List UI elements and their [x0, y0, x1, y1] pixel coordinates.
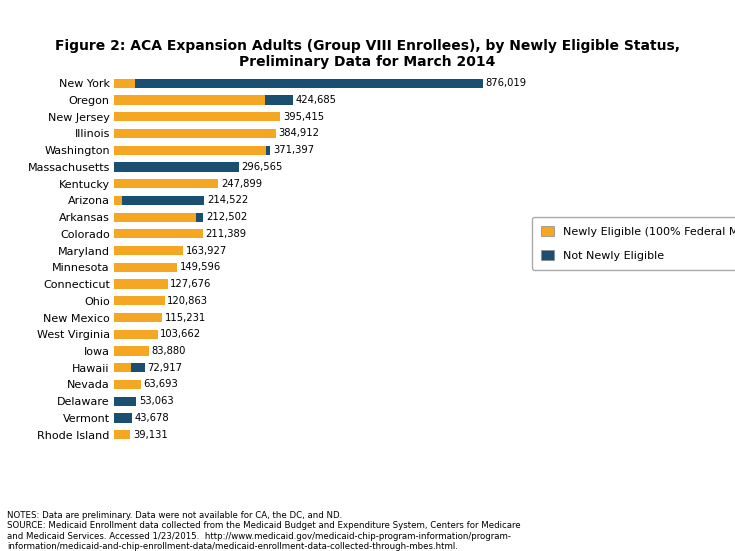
- Text: 214,522: 214,522: [207, 196, 248, 206]
- Bar: [114, 79, 135, 88]
- Bar: [114, 329, 157, 339]
- Text: 103,662: 103,662: [160, 329, 201, 339]
- Text: 163,927: 163,927: [185, 246, 226, 256]
- Bar: [114, 413, 132, 423]
- Text: 63,693: 63,693: [143, 380, 178, 390]
- Bar: [114, 229, 203, 239]
- Text: 83,880: 83,880: [151, 346, 186, 356]
- Bar: [114, 313, 162, 322]
- Text: 384,912: 384,912: [279, 128, 320, 138]
- Bar: [114, 363, 131, 372]
- Text: 212,502: 212,502: [206, 212, 247, 222]
- Bar: [121, 196, 204, 205]
- Bar: [114, 279, 168, 289]
- Text: 120,863: 120,863: [168, 296, 208, 306]
- Bar: [114, 263, 177, 272]
- Bar: [114, 112, 281, 121]
- Bar: [114, 380, 140, 389]
- Bar: [114, 430, 130, 439]
- Bar: [114, 129, 276, 138]
- Bar: [131, 363, 145, 372]
- Legend: Newly Eligible (100% Federal Match), Not Newly Eligible: Newly Eligible (100% Federal Match), Not…: [532, 217, 735, 269]
- Bar: [114, 95, 265, 105]
- Text: 39,131: 39,131: [133, 430, 168, 440]
- Bar: [114, 213, 196, 222]
- Text: 53,063: 53,063: [139, 396, 173, 406]
- Bar: [135, 79, 483, 88]
- Text: 247,899: 247,899: [220, 179, 262, 188]
- Bar: [114, 296, 165, 305]
- Text: 43,678: 43,678: [135, 413, 170, 423]
- Bar: [196, 213, 204, 222]
- Bar: [114, 179, 218, 188]
- Text: 371,397: 371,397: [273, 145, 314, 155]
- Text: Figure 2: ACA Expansion Adults (Group VIII Enrollees), by Newly Eligible Status,: Figure 2: ACA Expansion Adults (Group VI…: [55, 39, 680, 69]
- Text: 211,389: 211,389: [206, 229, 246, 239]
- Text: 395,415: 395,415: [283, 112, 324, 122]
- Text: 149,596: 149,596: [179, 262, 220, 272]
- Text: 424,685: 424,685: [295, 95, 337, 105]
- Text: 876,019: 876,019: [485, 78, 526, 88]
- Text: 115,231: 115,231: [165, 312, 207, 322]
- Text: 296,565: 296,565: [241, 162, 283, 172]
- Text: 72,917: 72,917: [147, 363, 182, 373]
- Bar: [265, 95, 293, 105]
- Bar: [114, 397, 136, 406]
- Bar: [114, 347, 149, 355]
- Bar: [114, 163, 239, 171]
- Bar: [265, 145, 270, 155]
- Text: 127,676: 127,676: [171, 279, 212, 289]
- Bar: [114, 196, 121, 205]
- Bar: [114, 145, 265, 155]
- Text: NOTES: Data are preliminary. Data were not available for CA, the DC, and ND.
SOU: NOTES: Data are preliminary. Data were n…: [7, 511, 521, 551]
- Bar: [114, 246, 183, 255]
